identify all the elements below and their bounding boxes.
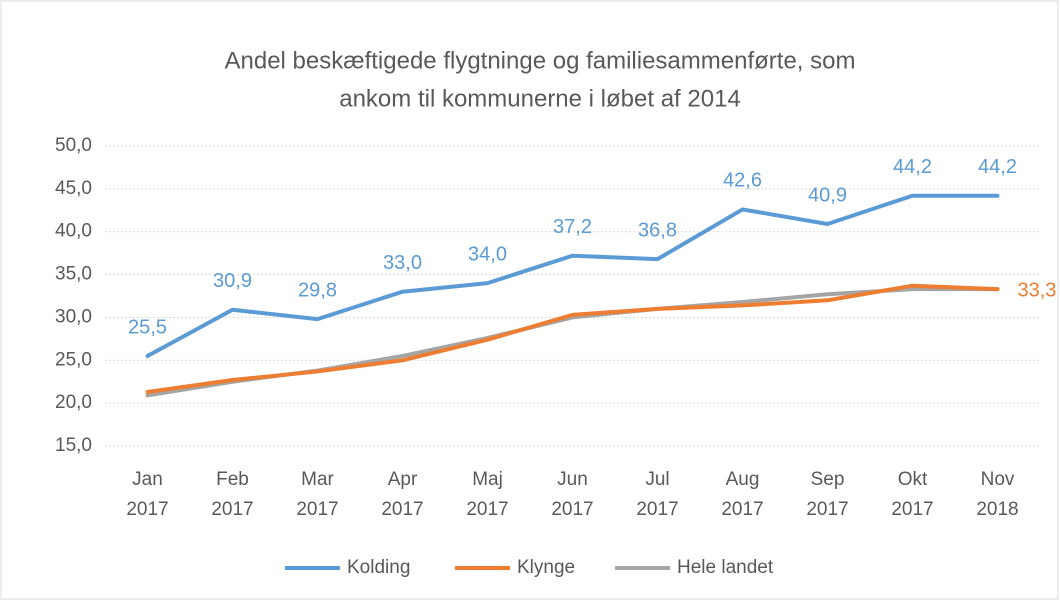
y-tick-label: 20,0 xyxy=(55,392,92,413)
x-tick-label: Maj 2017 xyxy=(466,469,508,520)
x-tick-label: Okt 2017 xyxy=(891,469,933,520)
series-line xyxy=(145,193,1000,358)
x-tick-label: Feb 2017 xyxy=(211,469,253,520)
y-tick-label: 35,0 xyxy=(55,264,92,285)
data-label: 37,2 xyxy=(553,216,592,238)
x-tick-label: Jan 2017 xyxy=(126,469,168,520)
y-tick-label: 30,0 xyxy=(55,306,92,327)
x-tick-label: Jul 2017 xyxy=(636,469,678,520)
x-tick-label: Aug 2017 xyxy=(721,469,763,520)
legend-label: Klynge xyxy=(517,557,575,578)
y-tick-label: 15,0 xyxy=(55,435,92,456)
data-label: 29,8 xyxy=(298,279,337,301)
x-tick-label: Mar 2017 xyxy=(296,469,338,520)
x-tick-label: Apr 2017 xyxy=(381,469,423,520)
series-line xyxy=(145,283,1000,394)
chart-title: ankom til kommunerne i løbet af 2014 xyxy=(339,85,741,112)
y-tick-label: 50,0 xyxy=(55,135,92,156)
data-label: 25,5 xyxy=(128,316,167,338)
data-label: 40,9 xyxy=(808,184,847,206)
legend-label: Hele landet xyxy=(677,557,774,578)
data-label: 30,9 xyxy=(213,270,252,292)
x-tick-label: Jun 2017 xyxy=(551,469,593,520)
data-label: 33,3 xyxy=(1018,279,1057,301)
y-tick-label: 40,0 xyxy=(55,221,92,242)
x-tick-label: Nov 2018 xyxy=(976,469,1018,520)
x-tick-label: Sep 2017 xyxy=(806,469,848,520)
chart-title: Andel beskæftigede flygtninge og familie… xyxy=(225,47,856,74)
data-label: 44,2 xyxy=(893,156,932,178)
data-label: 33,0 xyxy=(383,252,422,274)
data-label: 42,6 xyxy=(723,170,762,192)
data-label: 36,8 xyxy=(638,219,677,241)
y-tick-label: 25,0 xyxy=(55,349,92,370)
data-label: 44,2 xyxy=(978,156,1017,178)
y-tick-label: 45,0 xyxy=(55,178,92,199)
legend-label: Kolding xyxy=(347,557,410,578)
data-label: 34,0 xyxy=(468,243,507,265)
